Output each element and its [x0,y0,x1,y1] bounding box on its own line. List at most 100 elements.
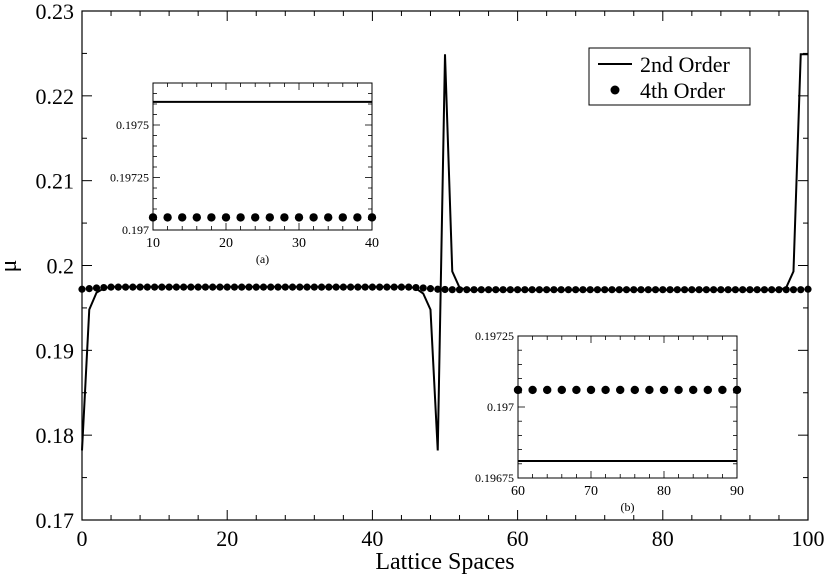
series-4th-order-point [368,283,376,291]
inset-4th-order-point [309,213,318,222]
inset-4th-order-point [528,385,537,395]
x-tick-label: 80 [652,526,674,551]
series-4th-order-point [390,283,398,291]
y-tick-label: 0.19 [36,338,75,363]
legend-label-2nd-order: 2nd Order [640,52,730,77]
series-4th-order-point [209,283,217,291]
inset-4th-order-point [586,385,596,395]
inset-4th-order-point [148,213,158,222]
x-tick-label: 20 [216,526,238,551]
inset-frame [517,335,738,479]
inset-b: 60 70 80 90 0.19675 0.197 0.19725 (b) [475,329,744,514]
inset-x-tick-label: 70 [584,484,598,499]
series-4th-order-point [760,286,769,294]
series-4th-order-point [121,283,130,291]
inset-4th-order-point [572,385,581,395]
y-tick-label: 0.17 [36,508,75,533]
series-4th-order-point [564,286,573,294]
series-4th-order-point [797,286,805,294]
series-4th-order-point [441,285,449,294]
inset-4th-order-point [543,385,552,395]
main-plot: 0 20 40 60 80 100 0.17 0.18 0.19 0.2 0.21 0.22 0.23 [36,0,825,551]
series-4th-order-point [601,286,609,294]
inset-y-tick-label: 0.1975 [116,118,149,132]
series-4th-order-point [238,283,246,291]
series-4th-order-point [702,286,710,294]
series-4th-order-point [455,286,464,294]
series-4th-order-point [746,286,754,294]
inset-4th-order-point [513,385,523,395]
y-tick-label: 0.18 [36,423,75,448]
series-4th-order-point [484,286,493,294]
y-axis-label: μ [0,260,22,273]
inset-4th-order-point [221,213,231,222]
inset-4th-order-point [251,213,260,222]
inset-y-tick-label: 0.197 [122,223,149,237]
inset-4th-order-point [718,385,727,395]
series-4th-order-point [426,285,435,293]
series-4th-order-point [136,283,144,291]
inset-4th-order-point [630,385,639,395]
inset-4th-order-point [353,213,362,222]
series-4th-order-point [347,283,355,291]
series-4th-order-point [608,286,616,294]
inset-4th-order-point [674,385,683,395]
series-4th-order-point [92,284,101,292]
x-tick-label: 60 [507,526,529,551]
series-4th-order-point [688,286,696,294]
series-4th-order-point [376,283,384,291]
series-4th-order-point [332,283,340,291]
series-4th-order-point [666,286,674,294]
series-4th-order-point [397,283,406,291]
x-tick-label: 0 [77,526,88,551]
series-4th-order-point [194,283,202,291]
inset-x-tick-label: 80 [657,484,671,499]
series-4th-order-point [100,283,108,292]
series-4th-order-point [673,286,681,294]
series-4th-order-point [506,286,514,294]
series-4th-order-point [514,286,522,294]
inset-label: (b) [621,500,635,514]
series-4th-order-point [419,284,427,292]
series-4th-order-point [143,283,151,291]
legend-box [588,47,751,106]
series-4th-order-point [281,283,289,291]
series-4th-order-point [187,283,195,291]
series-4th-order-point [201,283,210,291]
series-4th-order-point [114,283,122,291]
series-4th-order-point [695,286,703,294]
series-4th-order-point [470,286,478,294]
series-4th-order-point [317,283,326,291]
series-4th-order-point [644,286,652,294]
series-4th-order-point [107,283,115,291]
series-4th-order-point [739,286,747,294]
series-4th-order-point [216,283,224,291]
series-4th-order-point [804,285,812,293]
x-axis-label: Lattice Spaces [375,549,514,575]
series-4th-order-point [252,283,260,291]
inset-x-tick-label: 90 [730,484,744,499]
series-4th-order-point [354,283,362,291]
y-tick-label: 0.21 [36,169,75,194]
series-4th-order-point [78,285,86,293]
series-4th-order-point [310,283,318,291]
series-4th-order-point [535,286,543,294]
inset-4th-order-point [338,213,347,222]
series-4th-order-point [593,286,602,294]
series-4th-order-point [180,283,188,291]
series-4th-order-point [230,283,239,291]
inset-4th-order-point [557,385,566,395]
series-4th-order-point [637,286,645,294]
series-4th-order-point [717,286,725,294]
legend-label-4th-order: 4th Order [640,78,726,103]
series-4th-order-point [768,286,776,294]
series-4th-order-point [724,286,732,294]
series-4th-order-point [630,286,638,294]
inset-x-tick-label: 40 [365,236,379,251]
series-4th-order-point [528,286,536,294]
inset-x-tick-label: 10 [146,236,160,251]
y-tick-label: 0.2 [47,254,75,279]
series-4th-order-point [151,283,159,291]
